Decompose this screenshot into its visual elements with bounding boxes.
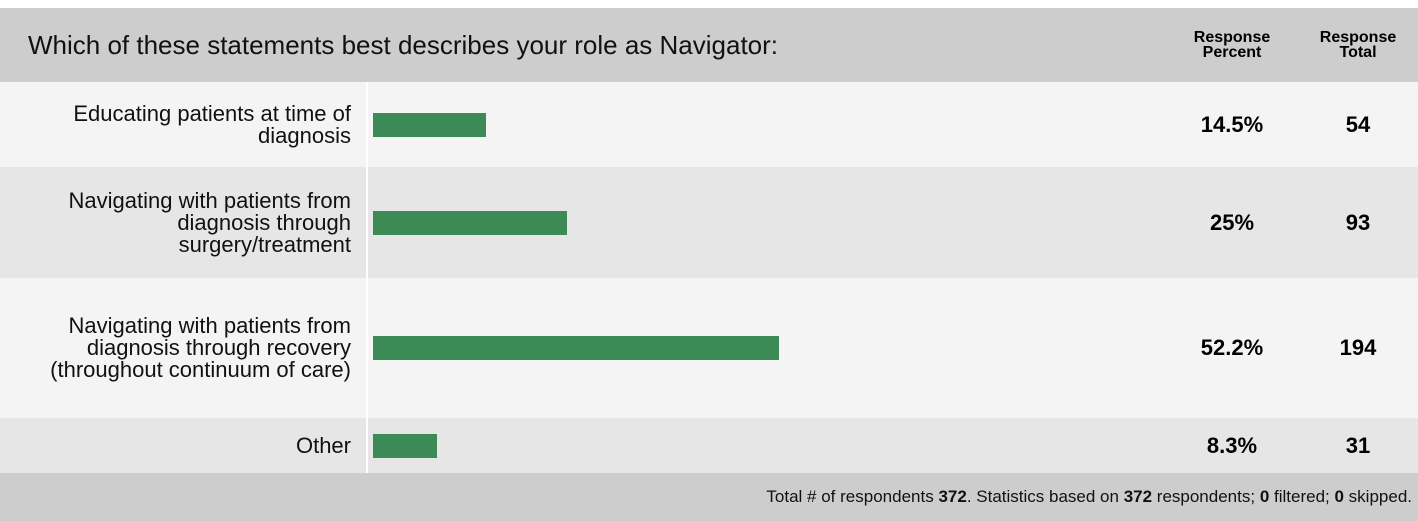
row: Navigating with patients from diagnosis … bbox=[0, 278, 1418, 418]
percent: 52.2% bbox=[1200, 335, 1264, 360]
question: Which of these statements best describes… bbox=[28, 29, 779, 60]
bar bbox=[373, 336, 779, 360]
row: Educating patients at time of diagnosis 1… bbox=[0, 82, 1418, 167]
bar bbox=[373, 433, 438, 458]
divider bbox=[366, 82, 368, 167]
row-label-cell: Other bbox=[0, 418, 367, 473]
total: 194 bbox=[1339, 335, 1377, 360]
row-label: Educating patients at time of diagnosis bbox=[73, 100, 351, 148]
row-label-cell: Navigating with patients from diagnosis … bbox=[0, 167, 367, 278]
divider bbox=[366, 278, 368, 418]
total: 31 bbox=[1345, 432, 1371, 458]
divider bbox=[366, 418, 368, 473]
percent: 8.3% bbox=[1206, 432, 1258, 458]
percent-header: Response Percent bbox=[1193, 29, 1271, 61]
footer-text: filtered; bbox=[1269, 487, 1335, 506]
divider bbox=[366, 167, 368, 278]
row: Navigating with patients from diagnosis … bbox=[0, 167, 1418, 278]
row-label: Navigating with patients from diagnosis … bbox=[68, 187, 351, 257]
footer-text: Total # of respondents bbox=[766, 487, 939, 506]
total-header: Response Total bbox=[1319, 29, 1397, 61]
footer-number: 372 bbox=[938, 487, 967, 506]
row: Other 8.3% 31 bbox=[0, 418, 1418, 473]
footer-text: . Statistics based on bbox=[966, 487, 1124, 506]
row-label-cell: Educating patients at time of diagnosis bbox=[0, 82, 367, 167]
total: 54 bbox=[1345, 111, 1371, 137]
percent: 25% bbox=[1209, 209, 1255, 235]
footer: Total # of respondents 372. Statistics b… bbox=[0, 473, 1418, 521]
footer-text: skipped. bbox=[1343, 487, 1412, 506]
row-label: Other bbox=[295, 432, 351, 458]
row-label-cell: Navigating with patients from diagnosis … bbox=[0, 278, 367, 418]
footer-text: respondents; bbox=[1152, 487, 1260, 506]
percent: 14.5% bbox=[1200, 111, 1264, 137]
bar bbox=[373, 210, 568, 235]
total: 93 bbox=[1345, 209, 1371, 235]
header: Which of these statements best describes… bbox=[0, 8, 1418, 82]
footer-number: 372 bbox=[1123, 487, 1153, 506]
footer-number: 0 bbox=[1334, 487, 1344, 506]
bar bbox=[373, 112, 486, 137]
footer-number: 0 bbox=[1259, 487, 1270, 506]
row-label: Navigating with patients from diagnosis … bbox=[50, 313, 351, 382]
